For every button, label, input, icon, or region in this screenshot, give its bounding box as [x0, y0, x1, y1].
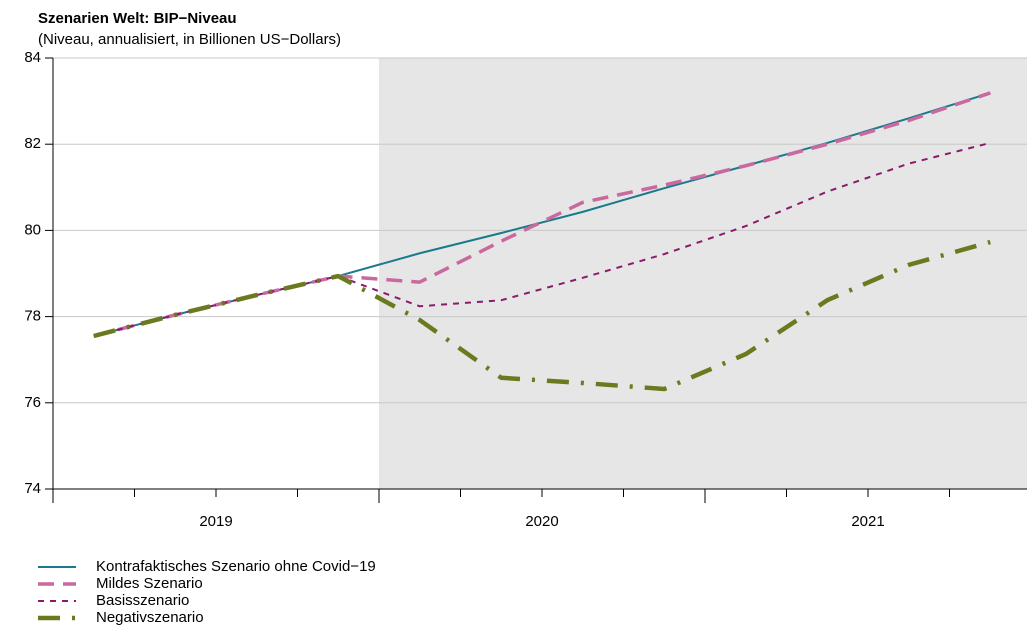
y-tick-label: 84 [24, 49, 41, 66]
x-tick-label: 2020 [525, 513, 558, 530]
y-tick-label: 82 [24, 135, 41, 152]
y-tick-label: 80 [24, 221, 41, 238]
x-tick-label: 2021 [851, 513, 884, 530]
legend-label: Kontrafaktisches Szenario ohne Covid−19 [96, 558, 376, 575]
y-tick-label: 74 [24, 480, 41, 497]
legend-label: Mildes Szenario [96, 575, 203, 592]
legend-label: Negativszenario [96, 609, 204, 626]
shaded-region [379, 58, 1027, 489]
x-tick-label: 2019 [199, 513, 232, 530]
legend-label: Basisszenario [96, 592, 189, 609]
y-tick-label: 78 [24, 308, 41, 325]
series-line [93, 239, 991, 392]
y-tick-label: 76 [24, 394, 41, 411]
chart-subtitle: (Niveau, annualisiert, in Billionen US−D… [38, 31, 341, 48]
chart-title: Szenarien Welt: BIP−Niveau [38, 10, 237, 27]
